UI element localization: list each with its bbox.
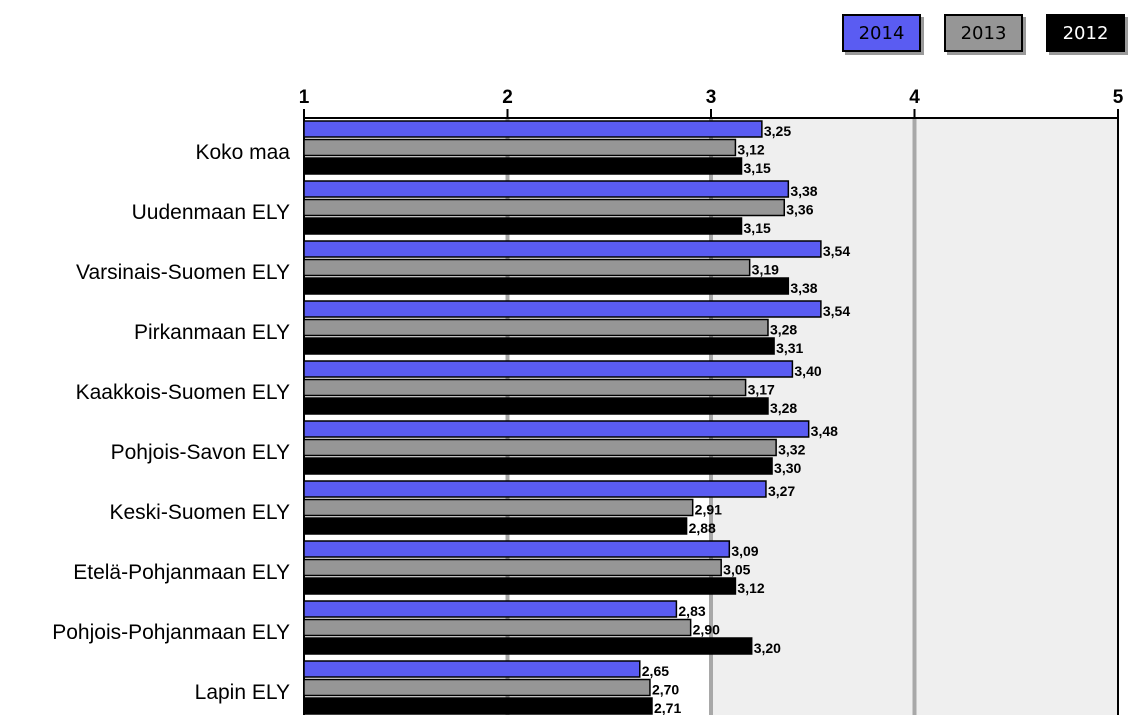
category-label: Varsinais-Suomen ELY — [76, 261, 290, 284]
category-labels: Koko maa Uudenmaan ELY Varsinais-Suomen EL… — [52, 141, 290, 704]
category-label: Lapin ELY — [195, 681, 290, 704]
tick-label-5: 5 — [1113, 87, 1124, 108]
data-label-2013: 3,05 — [723, 562, 750, 578]
bar-2014 — [303, 480, 767, 498]
bar-2013 — [303, 498, 694, 517]
bar-2014 — [303, 600, 678, 618]
category-label: Pirkanmaan ELY — [134, 321, 290, 344]
data-label-2012: 3,28 — [770, 400, 797, 416]
tick-label-1: 1 — [299, 87, 310, 108]
data-label-2012: 3,15 — [744, 160, 771, 176]
category-label: Pohjois-Savon ELY — [111, 441, 290, 464]
legend-item-2012: 2012 — [1046, 14, 1125, 52]
bar-2013 — [303, 138, 737, 157]
data-label-2014: 3,38 — [790, 183, 817, 199]
bar-2012 — [303, 577, 737, 595]
bar-2013 — [303, 198, 786, 217]
data-label-2013: 3,12 — [737, 142, 764, 158]
data-label-2014: 3,27 — [768, 483, 795, 499]
legend-label-2012: 2012 — [1062, 22, 1109, 44]
tick-label-4: 4 — [909, 87, 920, 108]
category-label: Kaakkois-Suomen ELY — [76, 381, 290, 404]
value-labels: 3,253,123,153,383,363,153,543,193,383,54… — [642, 123, 851, 715]
bar-2014 — [303, 120, 763, 138]
bar-2012 — [303, 157, 743, 175]
tick-label-3: 3 — [706, 87, 717, 108]
data-label-2013: 3,19 — [752, 262, 779, 278]
data-label-2012: 3,31 — [776, 340, 803, 356]
bar-2014 — [303, 180, 790, 198]
data-label-2014: 3,54 — [823, 243, 850, 259]
bar-2012 — [303, 397, 769, 415]
data-label-2012: 3,12 — [737, 580, 764, 596]
data-label-2013: 3,36 — [786, 202, 813, 218]
bar-2012 — [303, 697, 653, 715]
data-label-2014: 2,83 — [678, 603, 705, 619]
bar-2014 — [303, 360, 794, 378]
data-label-2012: 3,15 — [744, 220, 771, 236]
data-label-2013: 3,28 — [770, 322, 797, 338]
data-label-2013: 2,70 — [652, 682, 679, 698]
category-label: Koko maa — [195, 141, 290, 164]
legend-label-2013: 2013 — [960, 22, 1007, 44]
data-label-2012: 2,88 — [689, 520, 716, 536]
bar-2013 — [303, 318, 769, 337]
legend-item-2013: 2013 — [944, 14, 1023, 52]
bar-2012 — [303, 277, 790, 295]
bar-2014 — [303, 240, 822, 258]
bar-2014 — [303, 660, 641, 678]
axis-ticks: 1 2 3 4 5 — [299, 87, 1124, 118]
category-label: Etelä-Pohjanmaan ELY — [73, 561, 290, 584]
bar-2013 — [303, 438, 777, 457]
data-label-2013: 2,90 — [693, 622, 720, 638]
legend-item-2014: 2014 — [842, 14, 921, 52]
data-label-2014: 2,65 — [642, 663, 669, 679]
bar-2012 — [303, 337, 775, 355]
category-label: Uudenmaan ELY — [132, 201, 290, 224]
bar-2012 — [303, 517, 688, 535]
bar-2012 — [303, 457, 773, 475]
data-label-2014: 3,25 — [764, 123, 791, 139]
bar-2013 — [303, 618, 692, 637]
bar-2012 — [303, 217, 743, 235]
data-label-2014: 3,48 — [811, 423, 838, 439]
bar-2014 — [303, 420, 810, 438]
data-label-2014: 3,54 — [823, 303, 850, 319]
bar-2013 — [303, 678, 651, 697]
data-label-2012: 3,20 — [754, 640, 781, 656]
bar-2013 — [303, 378, 747, 397]
data-label-2013: 2,91 — [695, 502, 722, 518]
bar-2013 — [303, 258, 751, 277]
data-label-2012: 2,71 — [654, 700, 681, 715]
bar-2012 — [303, 637, 753, 655]
tick-label-2: 2 — [502, 87, 513, 108]
data-label-2014: 3,40 — [794, 363, 821, 379]
data-label-2012: 3,38 — [790, 280, 817, 296]
data-label-2013: 3,32 — [778, 442, 805, 458]
bar-2013 — [303, 558, 722, 577]
data-label-2012: 3,30 — [774, 460, 801, 476]
legend-label-2014: 2014 — [858, 22, 905, 44]
data-label-2014: 3,09 — [731, 543, 758, 559]
bars — [303, 120, 822, 715]
bar-2014 — [303, 300, 822, 318]
category-label: Keski-Suomen ELY — [109, 501, 290, 524]
category-label: Pohjois-Pohjanmaan ELY — [52, 621, 290, 644]
bar-2014 — [303, 540, 731, 558]
data-label-2013: 3,17 — [748, 382, 775, 398]
